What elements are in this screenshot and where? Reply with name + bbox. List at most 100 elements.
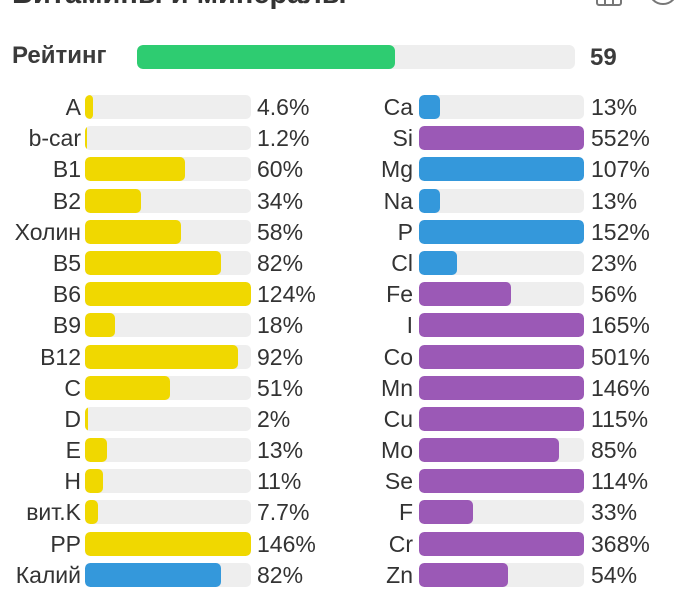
mineral-label: Mo — [381, 437, 413, 464]
mineral-percent: 114% — [591, 468, 649, 495]
mineral-bar-fill — [419, 126, 584, 151]
vitamins-column: A 4.6% b-car 1.2% B1 60% B2 34% Холин 58% B5 82% B6 1… — [0, 92, 340, 591]
vitamin-label: B9 — [52, 312, 81, 339]
mineral-percent: 165% — [591, 312, 650, 339]
mineral-label: Zn — [386, 561, 413, 588]
rating-bar — [137, 45, 575, 69]
mineral-bar-fill — [419, 562, 509, 587]
vitamin-bar — [85, 126, 251, 151]
mineral-bar — [419, 313, 584, 338]
mineral-bar-fill — [419, 438, 560, 463]
vitamin-label: Калий — [15, 561, 81, 588]
calendar-icon[interactable] — [596, 0, 622, 11]
vitamin-row: D 2% — [0, 404, 340, 435]
mineral-bar — [419, 95, 584, 119]
mineral-row: Mg 107% — [340, 154, 680, 185]
vitamin-label: E — [65, 437, 81, 464]
mineral-row: Se 114% — [340, 466, 680, 497]
vitamin-bar-fill — [85, 126, 87, 151]
minerals-column: Ca 13% Si 552% Mg 107% Na 13% P 152% Cl 23% Fe 56% I 16… — [340, 92, 680, 591]
vitamin-label: H — [64, 468, 81, 495]
vitamin-row: B2 34% — [0, 186, 340, 217]
mineral-bar-fill — [419, 250, 457, 275]
vitamin-row: E 13% — [0, 435, 340, 466]
mineral-bar-fill — [419, 469, 584, 494]
vitamin-row: A 4.6% — [0, 92, 340, 123]
rating-row: Рейтинг 59 — [0, 40, 680, 74]
vitamin-bar-fill — [85, 157, 185, 182]
mineral-bar — [419, 219, 584, 244]
mineral-percent: 13% — [591, 94, 638, 120]
vitamin-bar-fill — [85, 531, 251, 556]
vitamin-bar — [85, 313, 251, 338]
mineral-bar-fill — [419, 95, 441, 119]
rating-bar-fill — [137, 45, 396, 69]
mineral-bar-fill — [419, 157, 584, 182]
vitamin-label: PP — [50, 530, 81, 557]
mineral-bar-fill — [419, 219, 584, 244]
mineral-label: Cu — [383, 405, 413, 432]
mineral-label: P — [397, 218, 413, 245]
vitamin-row: b-car 1.2% — [0, 123, 340, 154]
vitamin-bar — [85, 500, 251, 525]
mineral-label: Mn — [381, 374, 413, 401]
vitamin-percent: 1.2% — [257, 125, 310, 152]
vitamin-label: B6 — [52, 281, 81, 308]
vitamin-bar — [85, 219, 251, 244]
vitamin-label: A — [65, 94, 81, 120]
vitamin-label: b-car — [28, 125, 81, 152]
vitamin-percent: 13% — [257, 437, 304, 464]
mineral-row: F 33% — [340, 497, 680, 528]
vitamin-bar — [85, 531, 251, 556]
mineral-label: Na — [383, 187, 413, 214]
mineral-bar — [419, 469, 584, 494]
vitamin-percent: 82% — [257, 249, 304, 276]
mineral-bar-fill — [419, 375, 584, 400]
mineral-bar-fill — [419, 344, 584, 369]
vitamin-bar — [85, 562, 251, 587]
mineral-percent: 115% — [591, 405, 649, 432]
vitamin-row: Калий 82% — [0, 560, 340, 591]
vitamin-bar-fill — [85, 438, 107, 463]
vitamin-percent: 2% — [257, 405, 291, 432]
mineral-bar — [419, 500, 584, 525]
vitamin-label: B12 — [40, 343, 81, 370]
mineral-percent: 152% — [591, 218, 650, 245]
mineral-row: Zn 54% — [340, 560, 680, 591]
mineral-bar-fill — [419, 188, 441, 213]
mineral-label: Si — [392, 125, 413, 152]
vitamin-percent: 92% — [257, 343, 304, 370]
vitamin-row: B5 82% — [0, 248, 340, 279]
mineral-label: Ca — [383, 94, 413, 120]
vitamin-row: PP 146% — [0, 529, 340, 560]
vitamin-row: H 11% — [0, 466, 340, 497]
mineral-label: Cr — [388, 530, 413, 557]
mineral-row: Mn 146% — [340, 373, 680, 404]
mineral-label: Se — [384, 468, 413, 495]
vitamin-label: C — [64, 374, 81, 401]
mineral-bar — [419, 188, 584, 213]
vitamin-bar — [85, 188, 251, 213]
mineral-label: Fe — [386, 281, 413, 308]
vitamin-bar — [85, 344, 251, 369]
mineral-percent: 13% — [591, 187, 638, 214]
section-header: Витамины и минералы — [0, 0, 680, 14]
mineral-row: Co 501% — [340, 342, 680, 373]
vitamin-label: B5 — [52, 249, 81, 276]
vitamin-bar-fill — [85, 406, 89, 431]
info-icon[interactable] — [650, 0, 676, 11]
vitamin-bar-fill — [85, 469, 104, 494]
vitamin-row: вит.K 7.7% — [0, 497, 340, 528]
vitamin-bar-fill — [85, 282, 251, 307]
vitamin-percent: 11% — [257, 468, 302, 495]
mineral-percent: 56% — [591, 281, 638, 308]
mineral-row: Fe 56% — [340, 279, 680, 310]
vitamin-percent: 4.6% — [257, 94, 310, 120]
mineral-percent: 23% — [591, 249, 638, 276]
vitamin-percent: 18% — [257, 312, 304, 339]
mineral-row: Mo 85% — [340, 435, 680, 466]
mineral-label: Cl — [391, 249, 413, 276]
mineral-bar — [419, 531, 584, 556]
vitamin-label: D — [64, 405, 81, 432]
mineral-row: Na 13% — [340, 186, 680, 217]
